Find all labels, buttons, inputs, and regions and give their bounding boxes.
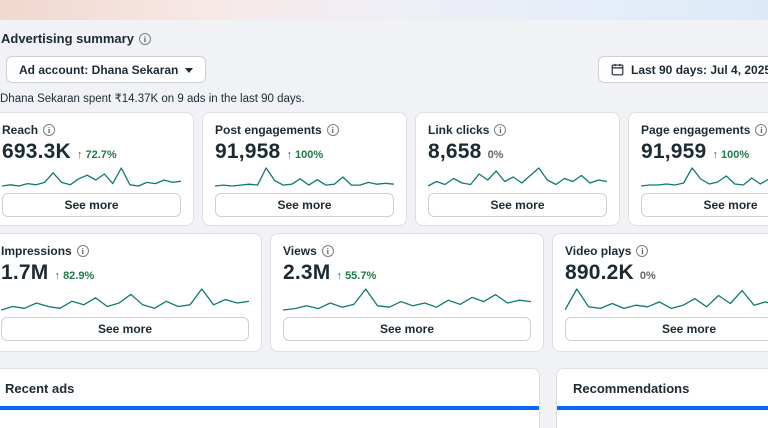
metric-delta: 100% [286, 149, 323, 161]
see-more-button[interactable]: See more [1, 317, 249, 341]
metric-value: 8,658 [428, 140, 482, 163]
metric-title: Post engagements [215, 123, 322, 137]
metric-title: Page engagements [641, 123, 751, 137]
see-more-button[interactable]: See more [2, 193, 181, 217]
metric-value: 91,959 [641, 140, 707, 163]
metric-value: 1.7M [1, 261, 49, 284]
chevron-down-icon [185, 67, 194, 73]
metric-value-row: 2.3M 55.7% [283, 261, 531, 285]
metric-card-page-engagements: Page engagements 91,959 100% See more [628, 112, 768, 226]
info-icon[interactable] [636, 245, 649, 257]
recent-ads-title: Recent ads [5, 381, 75, 396]
metric-value-row: 91,958 100% [215, 140, 394, 164]
sparkline-chart [2, 166, 181, 188]
page-title-text: Advertising summary [1, 31, 134, 46]
see-more-button[interactable]: See more [428, 193, 607, 217]
metric-delta: 55.7% [337, 270, 376, 282]
metric-card-header: Link clicks [428, 123, 607, 137]
info-icon[interactable] [43, 124, 56, 136]
sparkline-chart [641, 166, 768, 188]
sparkline-chart [565, 287, 768, 312]
metric-card-video-plays: Video plays 890.2K 0% See more [552, 233, 768, 352]
ad-account-dropdown[interactable]: Ad account: Dhana Sekaran [6, 56, 207, 83]
section-accent-bar [0, 406, 539, 410]
metric-card-impressions: Impressions 1.7M 82.9% See more [0, 233, 262, 352]
metric-card-header: Impressions [1, 244, 249, 258]
sparkline-chart [428, 166, 607, 188]
sparkline-chart [215, 166, 394, 188]
info-icon[interactable] [76, 245, 89, 257]
metric-value: 890.2K [565, 261, 634, 284]
info-icon[interactable] [494, 124, 507, 136]
metric-cards-row-1: Reach 693.3K 72.7% See more Post engagem… [0, 112, 768, 226]
metric-value: 91,958 [215, 140, 281, 163]
info-icon[interactable] [755, 124, 768, 136]
date-range-button[interactable]: Last 90 days: Jul 4, 2025 - Oct 1, 2025 [598, 56, 768, 83]
metric-title: Reach [2, 123, 39, 137]
info-icon[interactable] [138, 32, 151, 45]
metric-cards-row-2: Impressions 1.7M 82.9% See more Views 2.… [0, 233, 768, 352]
metric-title: Link clicks [428, 123, 490, 137]
metric-delta: 72.7% [77, 149, 116, 161]
metric-delta: 82.9% [55, 270, 94, 282]
top-gradient-banner [0, 0, 768, 20]
metric-card-reach: Reach 693.3K 72.7% See more [0, 112, 194, 226]
metric-value-row: 890.2K 0% [565, 261, 768, 285]
metric-value-row: 1.7M 82.9% [1, 261, 249, 285]
metric-value-row: 91,959 100% [641, 140, 768, 164]
metric-title: Views [283, 244, 317, 258]
metric-card-views: Views 2.3M 55.7% See more [270, 233, 544, 352]
ad-account-label: Ad account: Dhana Sekaran [19, 62, 179, 77]
metric-value: 693.3K [2, 140, 71, 163]
metric-title: Impressions [1, 244, 72, 258]
metric-delta: 100% [712, 149, 749, 161]
page-title: Advertising summary [1, 31, 151, 46]
metric-card-header: Views [283, 244, 531, 258]
metric-title: Video plays [565, 244, 632, 258]
info-icon[interactable] [321, 245, 334, 257]
sparkline-chart [283, 287, 531, 312]
info-icon[interactable] [326, 124, 339, 136]
metric-card-header: Page engagements [641, 123, 768, 137]
metric-card-header: Reach [2, 123, 181, 137]
recent-ads-section: Recent ads [0, 368, 540, 428]
metric-value: 2.3M [283, 261, 331, 284]
metric-delta: 0% [487, 149, 504, 161]
calendar-icon [611, 63, 624, 76]
see-more-button[interactable]: See more [215, 193, 394, 217]
see-more-button[interactable]: See more [283, 317, 531, 341]
date-range-label: Last 90 days: Jul 4, 2025 - Oct 1, 2025 [631, 62, 768, 77]
see-more-button[interactable]: See more [641, 193, 768, 217]
see-more-button[interactable]: See more [565, 317, 768, 341]
metric-card-header: Post engagements [215, 123, 394, 137]
metric-card-link-clicks: Link clicks 8,658 0% See more [415, 112, 620, 226]
section-accent-bar [557, 406, 768, 410]
metric-card-header: Video plays [565, 244, 768, 258]
metric-value-row: 693.3K 72.7% [2, 140, 181, 164]
recommendations-title: Recommendations [573, 381, 690, 396]
spend-summary-text: Dhana Sekaran spent ₹14.37K on 9 ads in … [0, 93, 305, 105]
recommendations-section: Recommendations [556, 368, 768, 428]
sparkline-chart [1, 287, 249, 312]
metric-delta: 0% [639, 270, 656, 282]
metric-value-row: 8,658 0% [428, 140, 607, 164]
bottom-sections: Recent ads Recommendations [0, 368, 768, 428]
metric-card-post-engagements: Post engagements 91,958 100% See more [202, 112, 407, 226]
